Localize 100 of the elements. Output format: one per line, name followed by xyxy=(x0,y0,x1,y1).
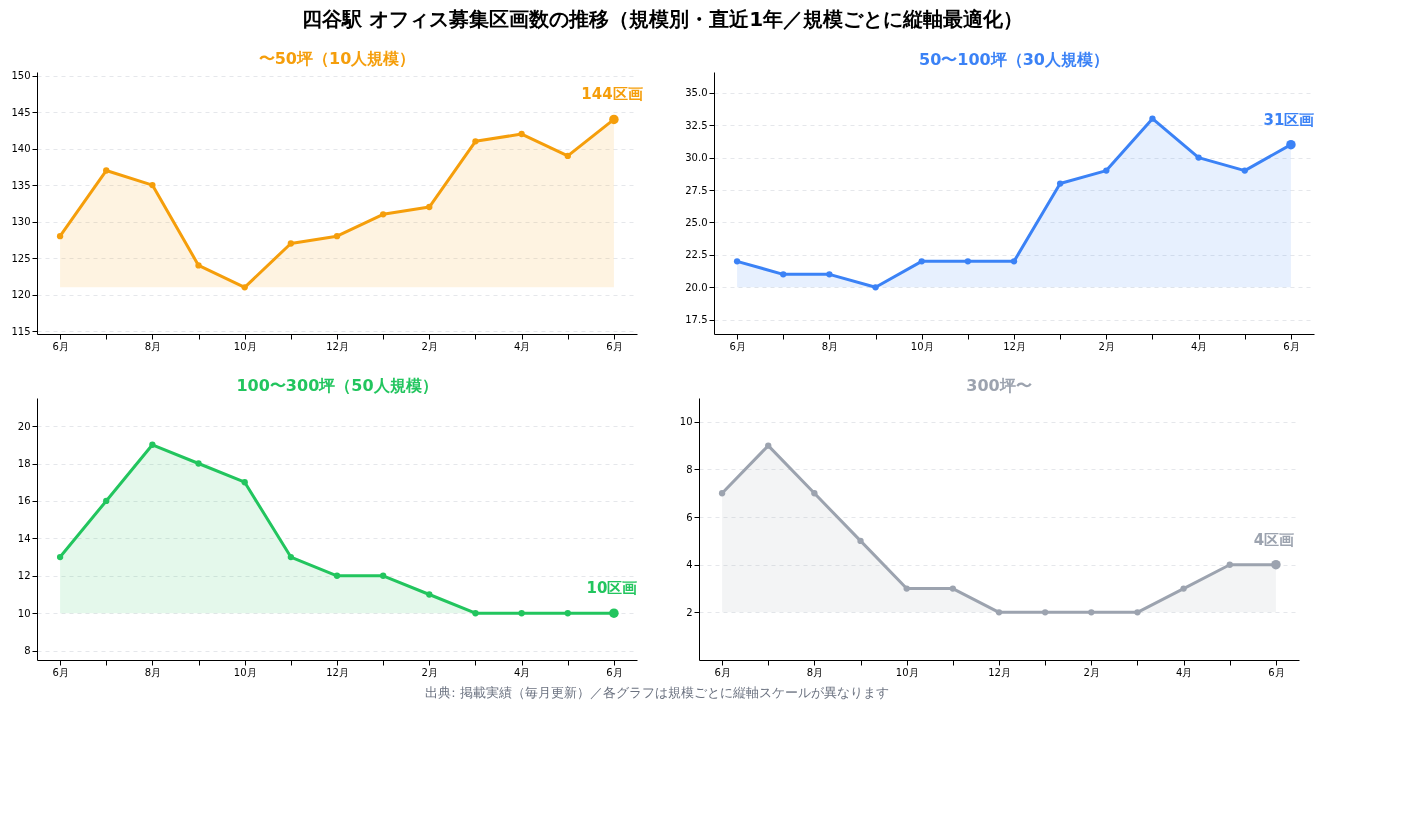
y-tick-label: 10 xyxy=(17,607,31,619)
y-tick-label: 2 xyxy=(686,606,693,618)
point xyxy=(949,585,957,592)
x-tick-label: 4月 xyxy=(513,340,531,352)
point xyxy=(780,271,787,278)
point xyxy=(1241,167,1248,174)
x-tick-label: 2月 xyxy=(421,340,438,352)
point xyxy=(564,610,571,617)
point xyxy=(964,258,972,265)
y-tick-label: 135 xyxy=(11,179,31,191)
chart-title: 50〜100坪（30人規模） xyxy=(919,50,1109,69)
x-tick-label: 4月 xyxy=(513,666,531,678)
y-tick-label: 4 xyxy=(686,559,693,571)
y-tick-label: 10 xyxy=(679,416,693,428)
x-tick-label: 2月 xyxy=(421,666,438,678)
x-tick-label: 6月 xyxy=(1283,340,1300,352)
y-tick-label: 20 xyxy=(17,420,31,432)
point xyxy=(1149,115,1156,122)
x-tick-label: 10月 xyxy=(895,666,919,678)
y-tick-label: 35.0 xyxy=(685,87,708,99)
x-tick-label: 8月 xyxy=(144,666,162,678)
annotation: 10区画 xyxy=(586,579,638,598)
y-tick-label: 115 xyxy=(11,325,31,337)
y-tick-label: 145 xyxy=(11,106,31,118)
y-tick-label: 17.5 xyxy=(685,314,708,326)
point xyxy=(426,591,433,598)
point xyxy=(733,258,741,265)
point xyxy=(903,585,910,592)
point xyxy=(287,240,295,247)
point xyxy=(241,284,248,291)
point xyxy=(379,572,387,579)
y-tick-label: 22.5 xyxy=(685,249,708,261)
point xyxy=(857,537,864,545)
point xyxy=(472,610,479,617)
point xyxy=(765,442,772,449)
x-tick-label: 8月 xyxy=(144,340,162,352)
chart-subtitle: 〜50坪（10人規模） xyxy=(258,48,416,68)
point xyxy=(518,610,525,617)
x-tick-label: 6月 xyxy=(606,340,623,352)
y-tick-label: 32.5 xyxy=(685,119,708,131)
point xyxy=(149,441,156,448)
point xyxy=(1195,154,1202,161)
point xyxy=(1088,609,1095,616)
point xyxy=(1134,609,1141,616)
y-tick-label: 120 xyxy=(11,289,31,301)
point xyxy=(995,609,1003,616)
x-tick-label: 8月 xyxy=(821,340,839,352)
point xyxy=(241,479,248,486)
chart-title: 300坪〜 xyxy=(966,376,1032,395)
point xyxy=(195,262,202,269)
point xyxy=(287,553,295,561)
chart-title: 四谷駅 オフィス募集区画数の推移（規模別・直近1年／規模ごとに縦軸最適化） xyxy=(302,7,1024,32)
x-tick-label: 4月 xyxy=(1190,340,1208,352)
y-tick-label: 30.0 xyxy=(685,152,708,164)
point xyxy=(333,572,341,579)
point xyxy=(103,497,110,505)
y-tick-label: 140 xyxy=(11,143,31,155)
y-tick-label: 16 xyxy=(17,495,31,507)
point xyxy=(149,181,156,189)
y-tick-label: 125 xyxy=(11,252,31,264)
x-tick-label: 6月 xyxy=(1268,666,1285,678)
annotation: 144区画 xyxy=(581,85,643,104)
y-tick-label: 150 xyxy=(11,70,31,82)
x-tick-label: 12月 xyxy=(1003,340,1026,352)
x-tick-label: 6月 xyxy=(52,666,69,678)
x-tick-label: 10月 xyxy=(233,666,257,678)
point xyxy=(56,553,64,561)
point xyxy=(1041,609,1049,616)
point xyxy=(872,284,879,291)
point xyxy=(56,233,64,240)
x-tick-label: 12月 xyxy=(326,666,349,678)
y-tick-label: 14 xyxy=(17,532,31,544)
point xyxy=(195,460,202,467)
point xyxy=(564,152,571,160)
source-note: 出典: 掲載実績（毎月更新）／各グラフは規模ごとに縦軸スケールが異なります xyxy=(425,685,889,700)
point xyxy=(811,490,818,497)
point xyxy=(826,271,833,278)
y-tick-label: 27.5 xyxy=(685,184,708,196)
x-tick-label: 12月 xyxy=(988,666,1011,678)
x-tick-label: 12月 xyxy=(326,340,349,352)
point xyxy=(426,203,433,211)
y-tick-label: 12 xyxy=(17,570,31,582)
point xyxy=(333,233,341,240)
point xyxy=(1226,561,1233,568)
x-tick-label: 8月 xyxy=(806,666,824,678)
point xyxy=(518,130,525,138)
y-tick-label: 8 xyxy=(24,645,31,657)
point xyxy=(1180,585,1187,592)
x-tick-label: 2月 xyxy=(1083,666,1100,678)
y-tick-label: 18 xyxy=(17,458,31,469)
point xyxy=(1103,167,1110,174)
y-tick-label: 25.0 xyxy=(685,216,708,228)
point xyxy=(1010,258,1018,265)
y-tick-label: 6 xyxy=(686,511,693,523)
chart-title: 100〜300坪（50人規模） xyxy=(236,376,438,395)
point xyxy=(1056,180,1064,187)
annotation: 31区画 xyxy=(1263,110,1315,129)
x-tick-label: 6月 xyxy=(52,340,69,352)
y-tick-label: 130 xyxy=(11,216,31,228)
x-tick-label: 4月 xyxy=(1175,666,1193,678)
